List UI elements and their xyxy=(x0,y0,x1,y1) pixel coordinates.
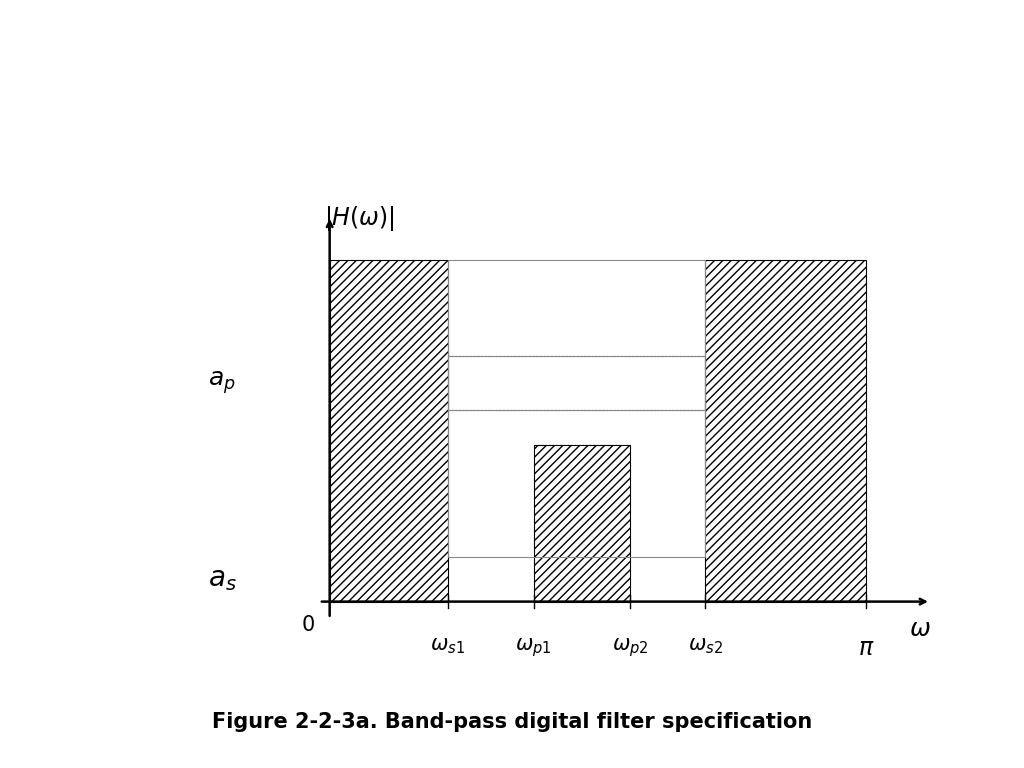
Text: $|H(\omega)|$: $|H(\omega)|$ xyxy=(325,204,395,233)
Text: $a_s$: $a_s$ xyxy=(208,565,237,594)
Text: $\omega$: $\omega$ xyxy=(909,617,931,641)
Text: $\omega_{p2}$: $\omega_{p2}$ xyxy=(612,636,648,658)
Text: $\pi$: $\pi$ xyxy=(858,636,874,660)
Text: $\omega_{s2}$: $\omega_{s2}$ xyxy=(688,636,723,656)
Text: $\omega_{s1}$: $\omega_{s1}$ xyxy=(430,636,465,656)
Bar xyxy=(330,260,447,601)
Bar xyxy=(447,260,706,558)
Text: $a_p$: $a_p$ xyxy=(209,370,237,396)
Text: Figure 2-2-3a. Band-pass digital filter specification: Figure 2-2-3a. Band-pass digital filter … xyxy=(212,712,812,732)
Bar xyxy=(534,445,630,601)
Text: $\omega_{p1}$: $\omega_{p1}$ xyxy=(515,636,552,658)
Bar xyxy=(447,356,706,410)
Bar xyxy=(706,260,866,601)
Text: 0: 0 xyxy=(301,615,314,635)
